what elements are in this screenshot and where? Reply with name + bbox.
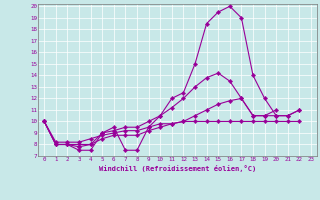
X-axis label: Windchill (Refroidissement éolien,°C): Windchill (Refroidissement éolien,°C) — [99, 165, 256, 172]
